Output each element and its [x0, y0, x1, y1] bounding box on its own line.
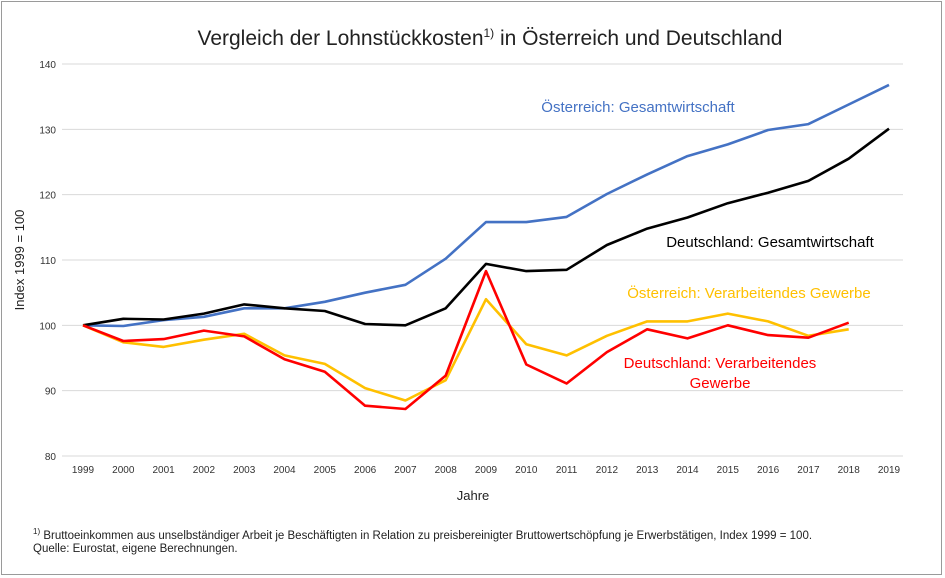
x-tick-label: 2003	[233, 465, 256, 476]
x-tick-label: 2005	[314, 465, 337, 476]
x-tick-label: 2019	[878, 465, 901, 476]
x-tick-label: 2002	[193, 465, 216, 476]
y-tick-label: 110	[40, 256, 56, 267]
y-tick-label: 130	[39, 125, 56, 136]
x-tick-label: 2012	[596, 465, 619, 476]
source-text: Quelle: Eurostat, eigene Berechnungen.	[33, 543, 238, 555]
series-line-0	[82, 83, 890, 328]
x-tick-label: 2015	[717, 465, 740, 476]
series-line-2	[82, 297, 849, 402]
x-tick-label: 2006	[354, 465, 377, 476]
chart-title: Vergleich der Lohnstückkosten1) in Öster…	[197, 26, 782, 50]
x-tick-label: 2008	[435, 465, 458, 476]
label-at-manu: Österreich: Verarbeitendes Gewerbe	[627, 284, 870, 302]
y-tick-label: 140	[39, 60, 56, 71]
x-tick-label: 2004	[273, 465, 296, 476]
x-tick-labels: 1999 2000 2001 2002 2003 2004 2005 2006 2007 2008…	[72, 465, 901, 476]
x-tick-label: 2001	[152, 465, 175, 476]
y-tick-labels: 80 90 100 110 120 130 140	[39, 60, 56, 463]
x-tick-label: 2007	[394, 465, 417, 476]
label-at-total: Österreich: Gesamtwirtschaft	[541, 98, 735, 116]
x-tick-label: 2018	[838, 465, 861, 476]
x-tick-label: 2011	[556, 465, 578, 476]
y-axis-title: Index 1999 = 100	[12, 210, 27, 311]
label-de-total: Deutschland: Gesamtwirtschaft	[666, 234, 874, 251]
label-de-manu-line2: Gewerbe	[690, 375, 751, 392]
series-lines	[82, 83, 890, 411]
x-tick-label: 2013	[636, 465, 659, 476]
x-axis-title: Jahre	[457, 488, 490, 503]
y-tick-label: 120	[39, 191, 56, 202]
x-tick-label: 2009	[475, 465, 498, 476]
label-de-manu-line1: Deutschland: Verarbeitendes	[624, 355, 817, 372]
y-tick-label: 80	[45, 452, 57, 463]
x-tick-label: 2010	[515, 465, 538, 476]
x-tick-label: 2014	[676, 465, 699, 476]
x-tick-label: 1999	[72, 465, 95, 476]
series-line-1	[82, 127, 890, 327]
series-line-3	[82, 269, 850, 411]
gridlines	[62, 63, 903, 457]
y-tick-label: 90	[45, 387, 57, 398]
y-tick-label: 100	[39, 321, 56, 332]
footnote-text: 1) Bruttoeinkommen aus unselbständiger A…	[33, 527, 813, 542]
x-tick-label: 2017	[797, 465, 820, 476]
x-tick-label: 2000	[112, 465, 135, 476]
x-tick-label: 2016	[757, 465, 780, 476]
